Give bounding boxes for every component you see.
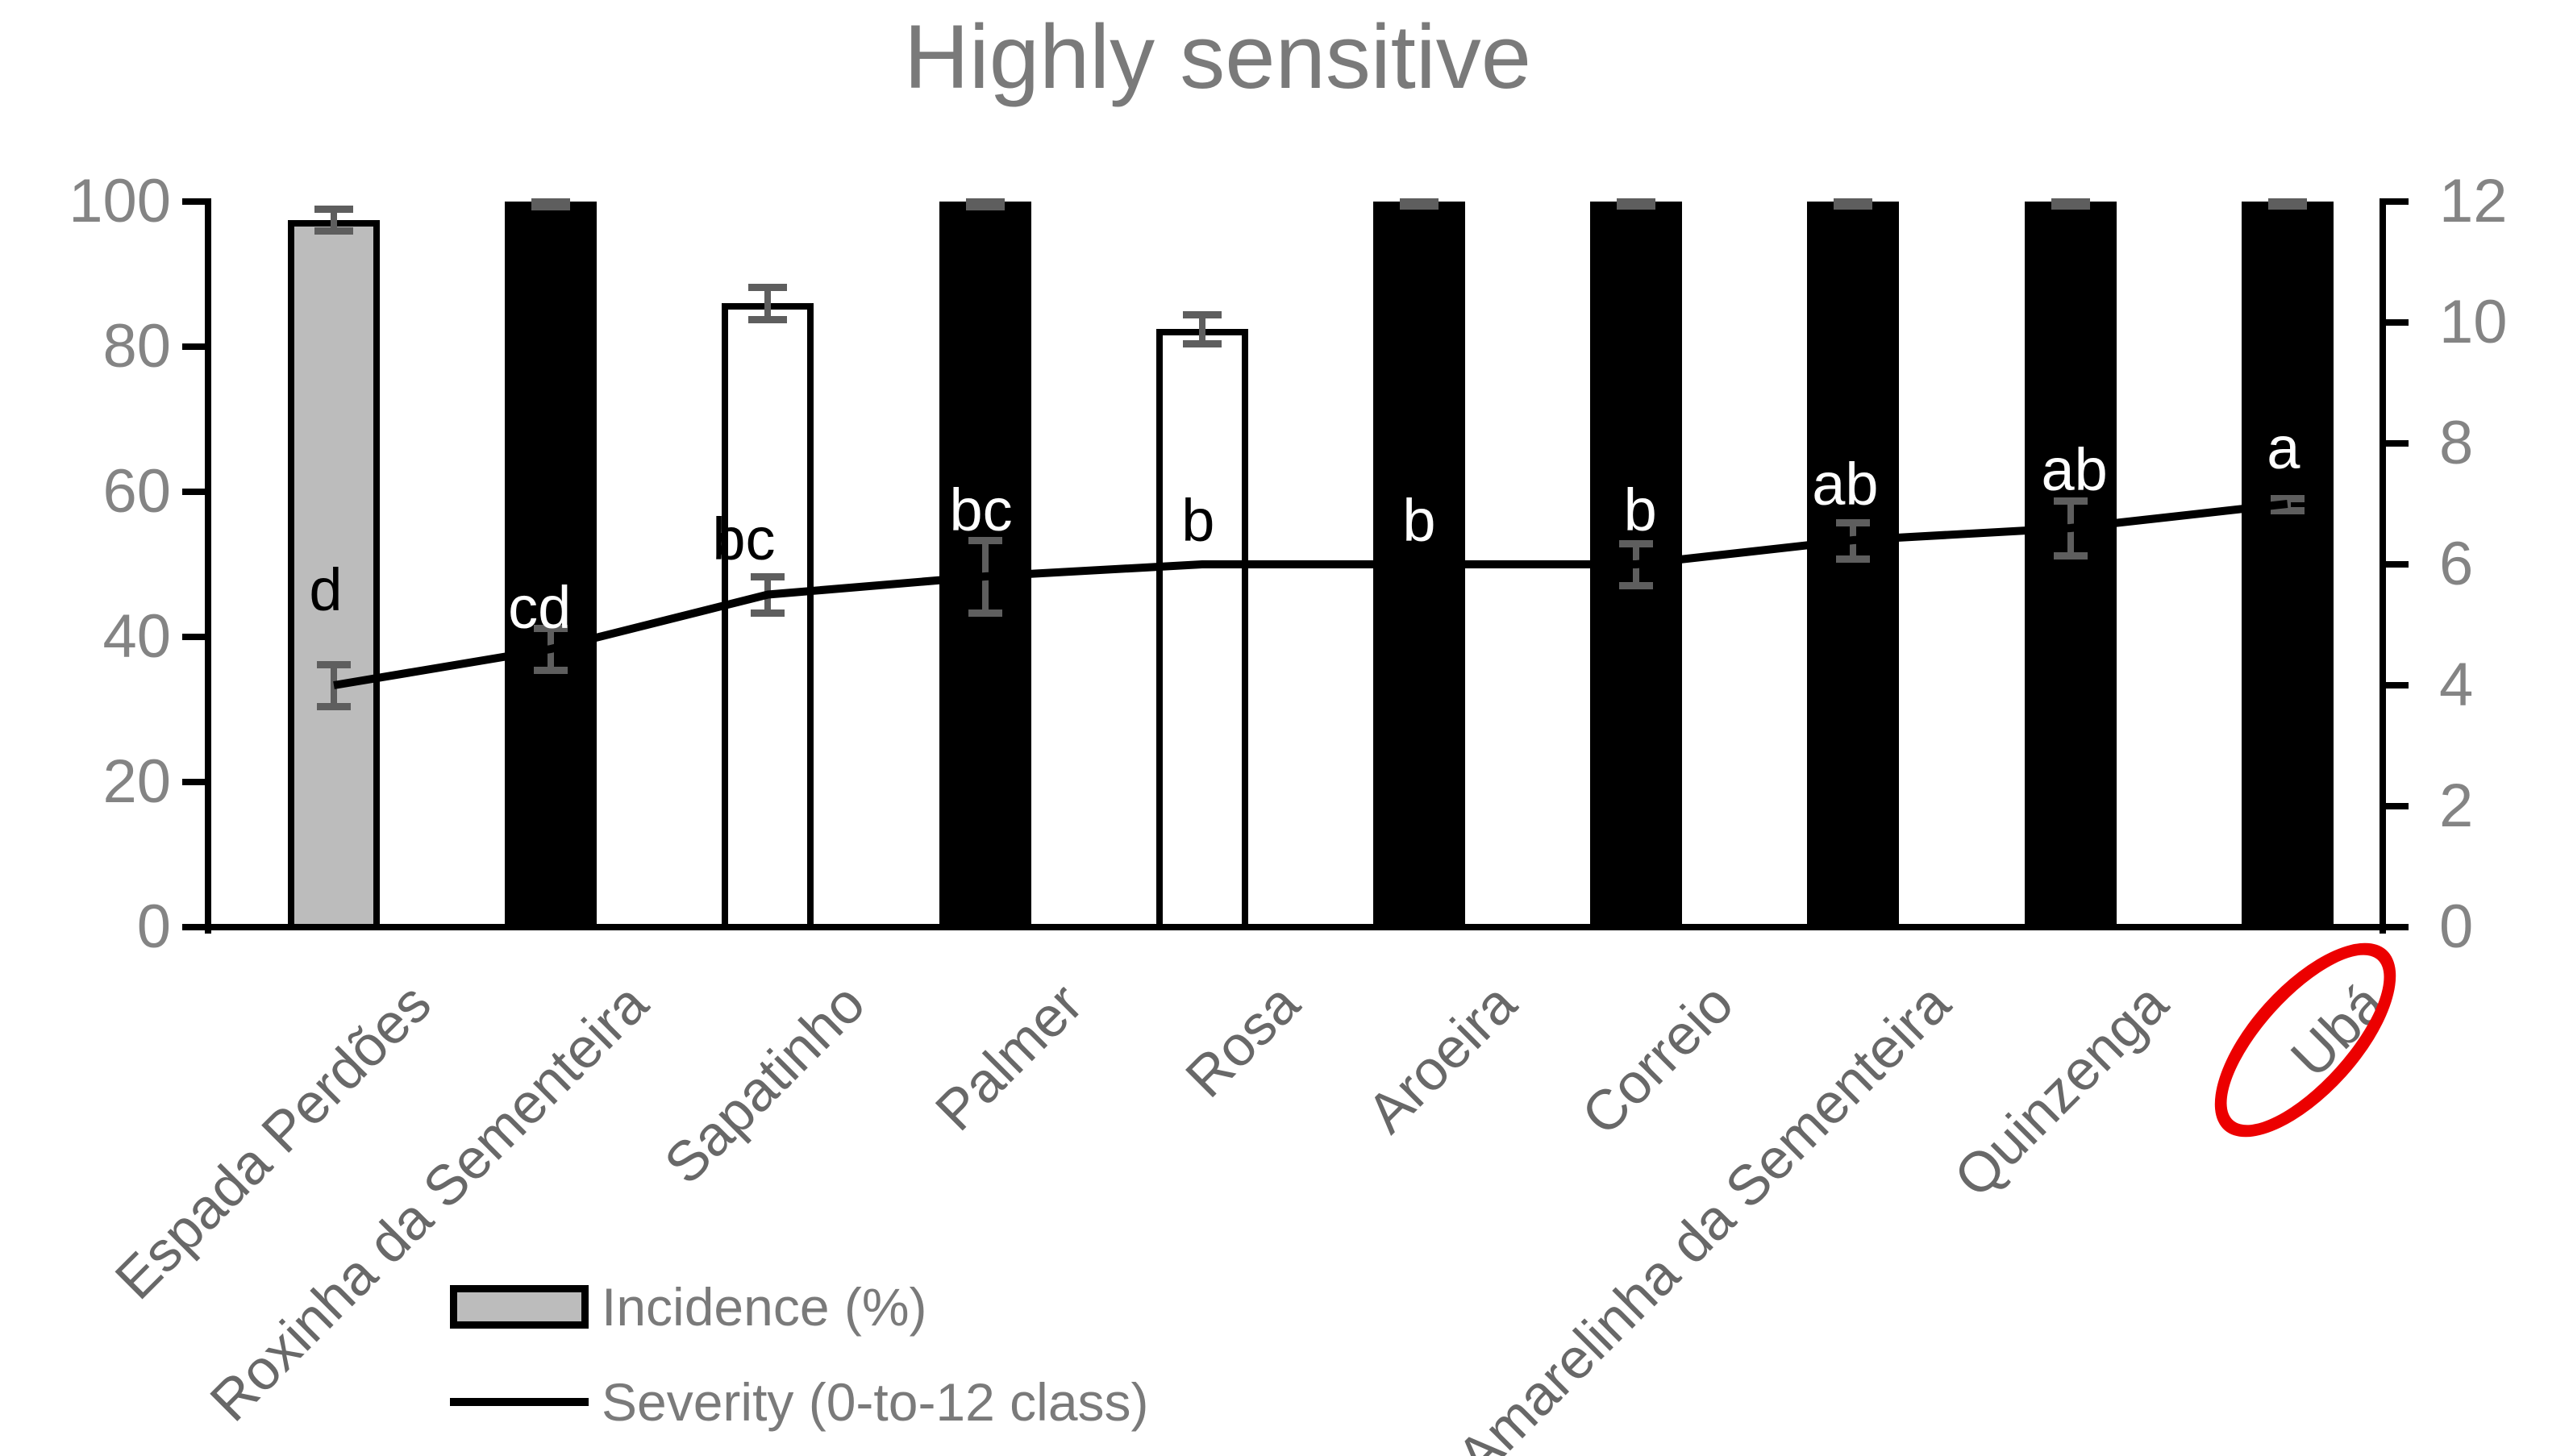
right-axis-tick [2386,803,2409,809]
left-axis-tick-label: 20 [102,747,171,816]
right-axis-tick-label: 2 [2439,772,2474,840]
significance-letter: cd [508,574,572,641]
left-axis-tick [182,634,205,640]
incidence-error-cap-top [531,198,571,206]
left-axis-tick-label: 80 [102,312,171,381]
x-axis-line [205,924,2386,930]
severity-error-cap-bottom [2053,551,2088,560]
incidence-bar [505,202,597,930]
right-axis-tick [2386,924,2409,930]
legend-label-severity: Severity (0-to-12 class) [602,1372,1149,1432]
significance-letter: a [2267,414,2300,481]
severity-error-cap-top [1836,518,1871,526]
severity-error-cap-bottom [317,703,351,711]
right-axis-tick [2386,682,2409,688]
incidence-error-whisker [764,287,772,319]
incidence-bar [722,303,814,930]
legend-label-incidence: Incidence (%) [602,1277,927,1337]
significance-letter: b [1181,487,1215,554]
severity-error-cap-bottom [1619,582,1654,590]
significance-letter: bc [712,505,776,572]
severity-error-whisker [1850,522,1857,559]
incidence-error-cap-bottom [1834,202,1873,210]
incidence-error-cap-bottom [965,203,1005,211]
incidence-error-cap-bottom [314,227,353,235]
incidence-bar [2024,202,2117,930]
left-axis-tick [182,779,205,785]
significance-letter: b [1402,487,1436,554]
legend: Incidence (%) Severity (0-to-12 class) [450,1272,1149,1456]
severity-error-cap-bottom [534,667,568,675]
incidence-error-cap-bottom [531,203,571,211]
chart-title: Highly sensitive [903,6,1532,107]
severity-error-cap-top [751,573,785,580]
left-axis-tick [182,198,205,205]
left-axis-line [205,198,211,934]
severity-error-whisker [764,576,772,613]
severity-error-cap-top [2270,494,2305,502]
incidence-bar [1807,202,1900,930]
left-axis-tick [182,489,205,495]
severity-error-cap-bottom [751,609,785,617]
left-axis-tick-label: 40 [102,602,171,671]
right-axis-tick-label: 6 [2439,530,2474,598]
right-axis-tick-label: 12 [2439,167,2508,235]
severity-error-whisker [2067,501,2074,555]
severity-line-swatch-icon [450,1398,589,1406]
incidence-error-whisker [331,209,337,231]
incidence-error-cap-top [748,284,788,292]
legend-item-severity: Severity (0-to-12 class) [450,1367,1149,1437]
left-axis-tick-label: 0 [136,892,171,961]
incidence-error-cap-top [1182,310,1222,318]
incidence-bar [1155,328,1248,930]
left-axis-tick-label: 100 [69,167,171,235]
incidence-bar [1373,202,1465,930]
severity-error-whisker [981,540,989,613]
legend-item-incidence: Incidence (%) [450,1272,1149,1342]
incidence-bar [2241,202,2334,930]
incidence-error-cap-bottom [2267,202,2307,210]
right-axis-tick-label: 4 [2439,651,2474,719]
left-axis-tick [182,924,205,930]
severity-line [333,500,2288,689]
incidence-error-cap-bottom [1182,339,1222,347]
severity-error-whisker [1633,543,1640,586]
severity-error-cap-top [317,660,351,668]
incidence-bar-swatch-icon [450,1285,589,1329]
left-axis-tick-label: 60 [102,457,171,526]
incidence-error-whisker [1198,314,1205,343]
right-axis-tick-label: 10 [2439,288,2508,356]
incidence-error-cap-bottom [1400,202,1439,210]
right-axis-tick-label: 8 [2439,409,2474,477]
incidence-error-cap-top [965,198,1005,206]
severity-error-cap-bottom [1836,555,1871,563]
significance-letter: b [1623,476,1657,543]
right-axis-tick [2386,319,2409,326]
significance-letter: ab [2041,436,2108,503]
right-axis-line [2380,198,2386,934]
right-axis-tick [2386,440,2409,447]
right-axis-tick [2386,561,2409,568]
significance-letter: bc [949,476,1013,543]
right-axis-tick-label: 0 [2439,892,2474,961]
right-axis-tick [2386,198,2409,205]
incidence-error-cap-bottom [2051,202,2090,210]
left-axis-tick [182,343,205,350]
incidence-error-cap-bottom [1617,202,1656,210]
incidence-error-cap-top [314,206,353,213]
severity-error-cap-bottom [968,609,1002,617]
severity-error-cap-bottom [2270,506,2305,514]
incidence-error-cap-bottom [748,315,788,323]
significance-letter: ab [1812,451,1879,518]
severity-error-whisker [331,664,337,707]
significance-letter: d [309,555,343,623]
